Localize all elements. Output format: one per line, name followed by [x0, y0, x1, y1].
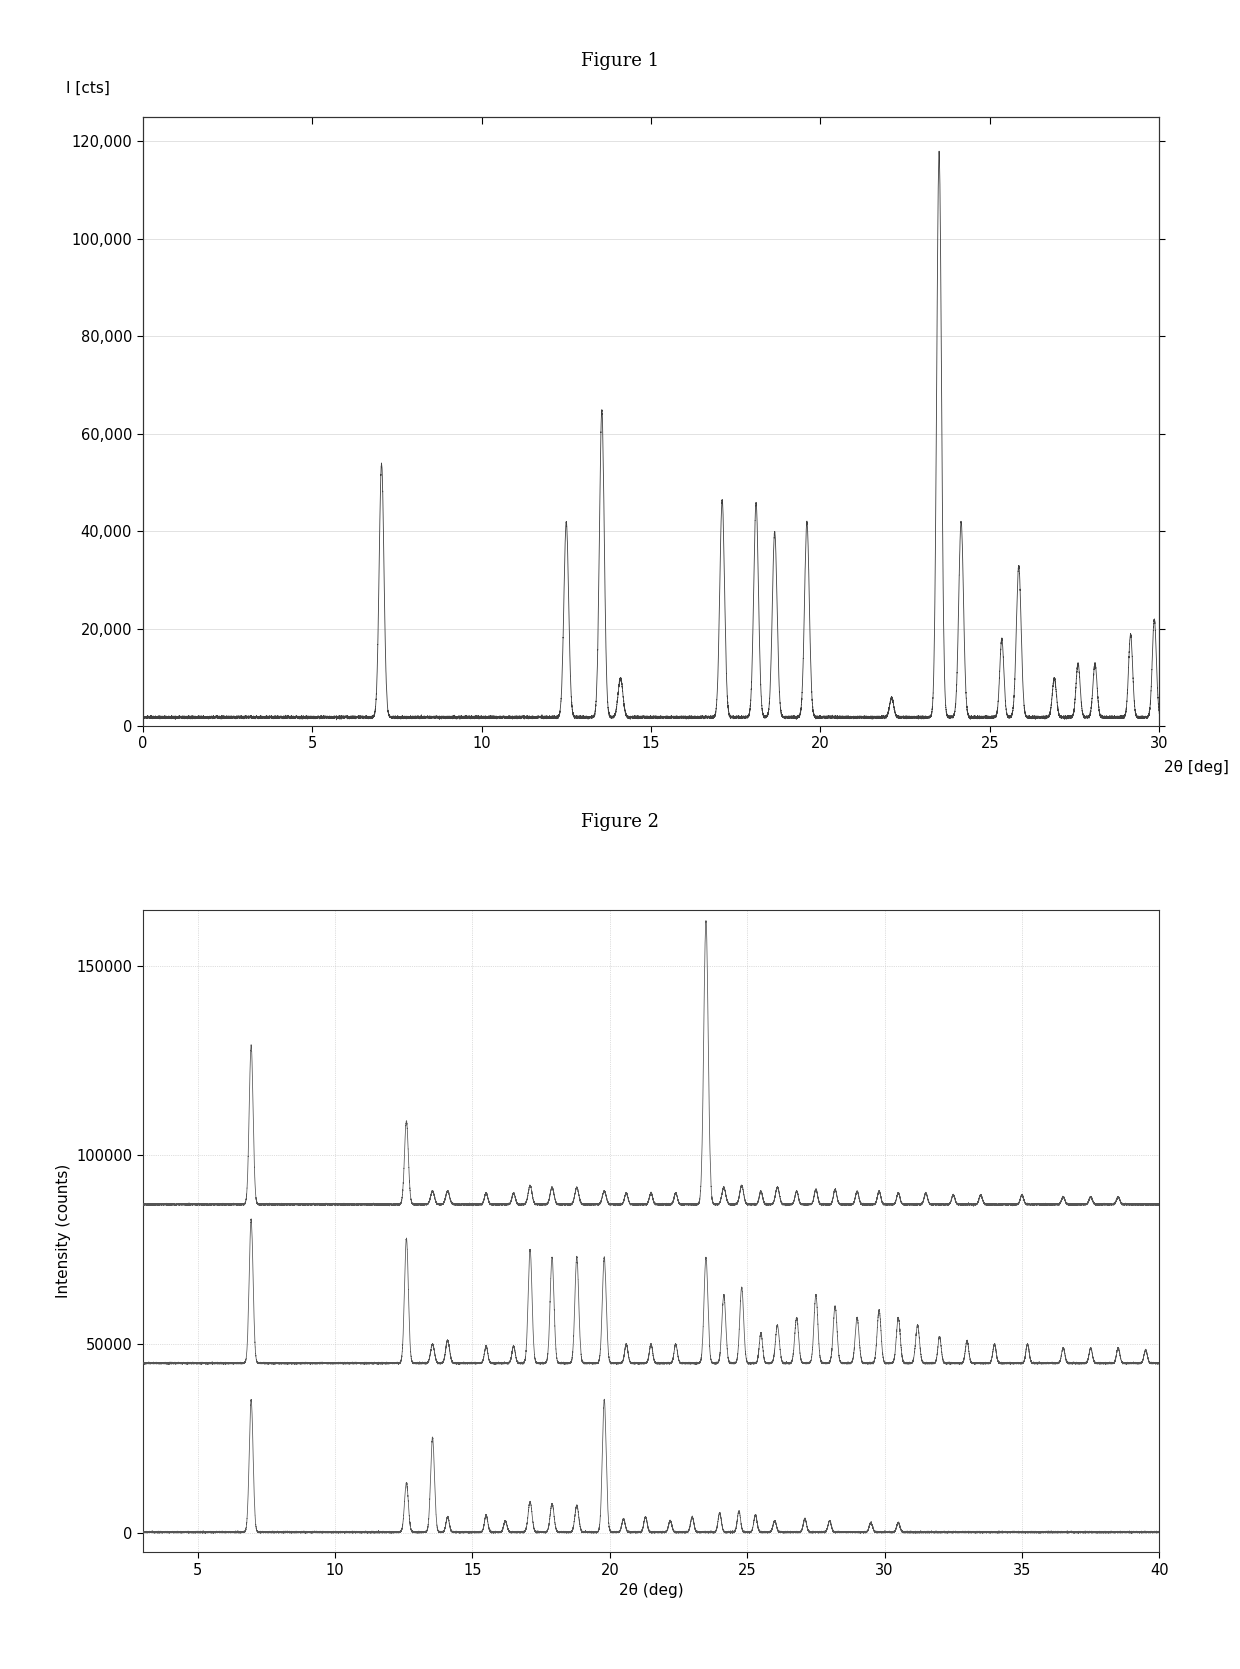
- Text: I [cts]: I [cts]: [67, 80, 110, 95]
- Text: Figure 1: Figure 1: [580, 52, 660, 70]
- Y-axis label: Intensity (counts): Intensity (counts): [56, 1163, 71, 1298]
- Text: 2θ [deg]: 2θ [deg]: [1164, 759, 1229, 774]
- X-axis label: 2θ (deg): 2θ (deg): [619, 1584, 683, 1599]
- Text: Figure 2: Figure 2: [582, 813, 658, 831]
